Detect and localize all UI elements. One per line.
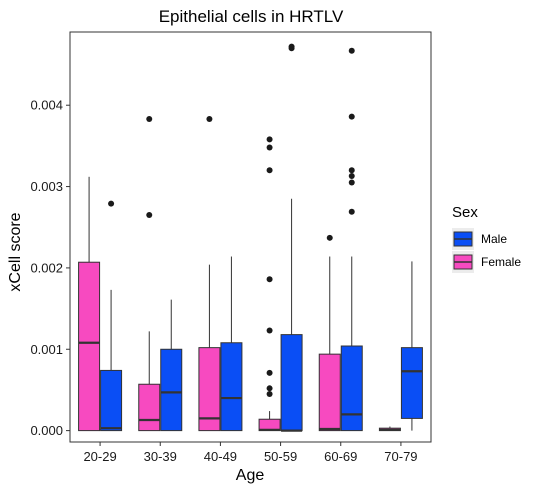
y-tick-label: 0.000 [30,423,63,438]
box-male-50-59 [280,43,303,432]
outlier-point [266,391,273,398]
outlier-point [108,200,115,207]
outlier-point [266,327,273,334]
box-male-60-69 [340,47,363,432]
outlier-point [266,144,273,151]
box-female-60-69 [318,234,341,432]
outlier-point [348,179,355,186]
box-female-20-29 [78,176,101,432]
box-body [318,353,341,432]
outlier-point [266,369,273,376]
outlier-point [348,167,355,174]
box-female-50-59 [258,136,281,432]
y-tick-label: 0.002 [30,260,63,275]
box-body [100,369,123,432]
box-body [220,342,243,432]
box-body [78,261,101,432]
outlier-point [146,212,153,219]
plot-marks [78,43,423,432]
outlier-point [266,136,273,143]
y-tick-label: 0.003 [30,179,63,194]
outlier-point [266,276,273,283]
y-tick-label: 0.001 [30,342,63,357]
outlier-point [288,45,295,52]
legend-label: Female [481,255,521,269]
x-tick-label: 30-39 [144,449,177,464]
box-body [138,383,161,432]
x-tick-label: 50-59 [264,449,297,464]
box-male-30-39 [160,299,183,432]
outlier-point [206,116,213,123]
x-tick-label: 70-79 [384,449,417,464]
legend-label: Male [481,232,507,246]
chart-title: Epithelial cells in HRTLV [159,7,344,26]
box-male-40-49 [220,256,243,432]
outlier-point [348,172,355,179]
x-tick-label: 40-49 [204,449,237,464]
legend-item-female: Female [452,251,521,273]
outlier-point [266,385,273,392]
box-body [160,348,183,432]
box-female-70-79 [378,426,401,432]
box-body [340,345,363,432]
box-body [198,347,221,432]
legend-title: Sex [452,204,478,221]
outlier-point [326,234,333,241]
axes: 0.000 0.001 0.002 0.003 0.004 20-29 30-39 40-49… [30,98,417,464]
outlier-point [266,167,273,174]
box-female-40-49 [198,116,221,432]
y-tick-label: 0.004 [30,98,63,113]
x-axis-title: Age [236,467,265,484]
legend-item-male: Male [452,228,507,250]
box-male-20-29 [100,200,123,432]
y-axis-title: xCell score [7,212,24,291]
outlier-point [348,47,355,54]
outlier-point [348,113,355,120]
outlier-point [348,208,355,215]
box-male-70-79 [400,261,423,431]
x-tick-label: 20-29 [83,449,116,464]
x-tick-label: 60-69 [324,449,357,464]
plot-panel [69,31,432,443]
box-body [280,334,303,432]
box-body [400,347,423,419]
outlier-point [146,116,153,123]
box-female-30-39 [138,116,161,432]
